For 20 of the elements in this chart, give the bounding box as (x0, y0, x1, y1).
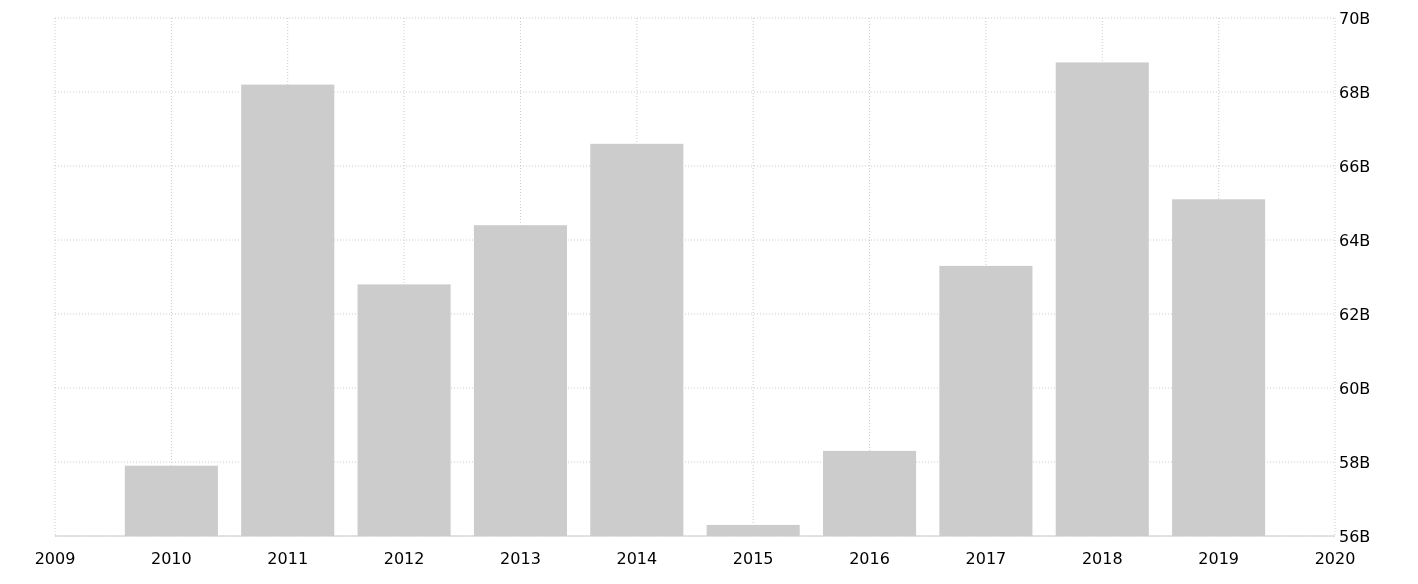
y-tick-label: 66B (1339, 156, 1371, 176)
x-tick-label: 2013 (500, 549, 541, 568)
x-tick-label: 2014 (616, 549, 658, 568)
x-tick-label: 2009 (34, 549, 76, 568)
y-tick-label: 68B (1339, 82, 1371, 102)
y-tick-label: 58B (1339, 452, 1371, 472)
x-tick-label: 2011 (267, 549, 309, 568)
y-tick-label: 64B (1339, 230, 1371, 250)
y-tick-label: 62B (1339, 304, 1371, 324)
x-tick-label: 2018 (1081, 549, 1123, 568)
x-tick-label: 2016 (849, 549, 890, 568)
x-tick-label: 2019 (1198, 549, 1239, 568)
x-tick-label: 2012 (383, 549, 425, 568)
x-tick-label: 2010 (151, 549, 192, 568)
y-tick-label: 60B (1339, 378, 1371, 398)
y-tick-label: 56B (1339, 526, 1371, 546)
y-tick-label: 70B (1339, 8, 1371, 28)
x-tick-label: 2015 (732, 549, 774, 568)
x-tick-label: 2020 (1314, 549, 1356, 568)
x-tick-label: 2017 (965, 549, 1007, 568)
